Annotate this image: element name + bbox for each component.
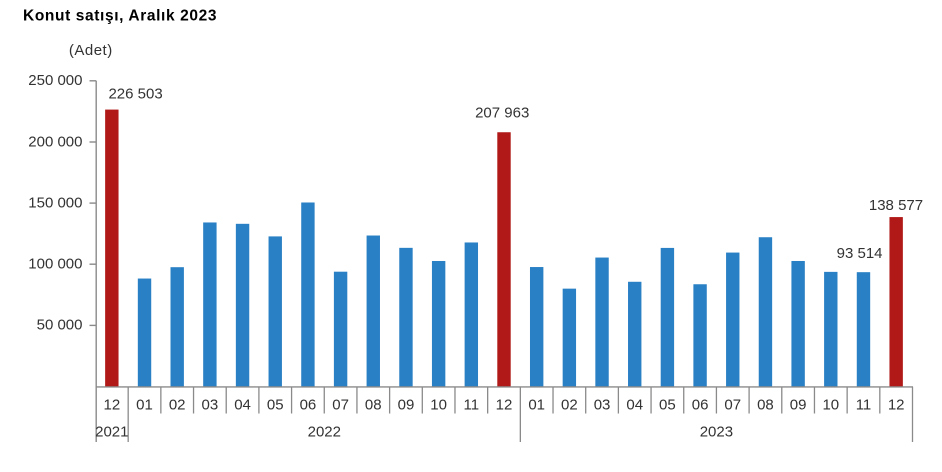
svg-text:04: 04 bbox=[626, 397, 643, 414]
svg-text:12: 12 bbox=[496, 397, 513, 414]
svg-text:06: 06 bbox=[300, 397, 317, 414]
svg-text:03: 03 bbox=[594, 397, 611, 414]
svg-text:02: 02 bbox=[169, 397, 186, 414]
svg-text:200 000: 200 000 bbox=[28, 133, 82, 150]
svg-text:10: 10 bbox=[822, 397, 839, 414]
svg-text:11: 11 bbox=[856, 397, 872, 414]
svg-text:207 963: 207 963 bbox=[475, 104, 529, 121]
svg-text:226 503: 226 503 bbox=[108, 85, 162, 102]
svg-text:12: 12 bbox=[888, 397, 905, 414]
svg-text:93 514: 93 514 bbox=[837, 245, 883, 262]
svg-text:08: 08 bbox=[365, 397, 382, 414]
svg-text:100 000: 100 000 bbox=[28, 256, 82, 273]
svg-text:Konut satışı, Aralık 2023: Konut satışı, Aralık 2023 bbox=[23, 8, 217, 25]
svg-text:150 000: 150 000 bbox=[28, 194, 82, 211]
svg-text:07: 07 bbox=[332, 397, 349, 414]
svg-text:2022: 2022 bbox=[308, 424, 341, 441]
svg-text:01: 01 bbox=[528, 397, 545, 414]
svg-text:02: 02 bbox=[561, 397, 578, 414]
svg-text:03: 03 bbox=[202, 397, 219, 414]
svg-text:138 577: 138 577 bbox=[869, 197, 923, 214]
svg-text:08: 08 bbox=[757, 397, 774, 414]
svg-text:2023: 2023 bbox=[700, 424, 733, 441]
svg-text:(Adet): (Adet) bbox=[69, 42, 113, 59]
svg-text:06: 06 bbox=[692, 397, 709, 414]
svg-text:50 000: 50 000 bbox=[37, 317, 83, 334]
svg-text:10: 10 bbox=[430, 397, 447, 414]
svg-text:2021: 2021 bbox=[95, 424, 128, 441]
svg-text:09: 09 bbox=[790, 397, 807, 414]
svg-text:09: 09 bbox=[398, 397, 415, 414]
svg-text:05: 05 bbox=[267, 397, 284, 414]
svg-text:07: 07 bbox=[724, 397, 741, 414]
svg-text:04: 04 bbox=[234, 397, 251, 414]
svg-text:01: 01 bbox=[136, 397, 153, 414]
svg-text:12: 12 bbox=[103, 397, 120, 414]
svg-text:05: 05 bbox=[659, 397, 676, 414]
svg-text:11: 11 bbox=[464, 397, 480, 414]
svg-text:250 000: 250 000 bbox=[28, 72, 82, 89]
